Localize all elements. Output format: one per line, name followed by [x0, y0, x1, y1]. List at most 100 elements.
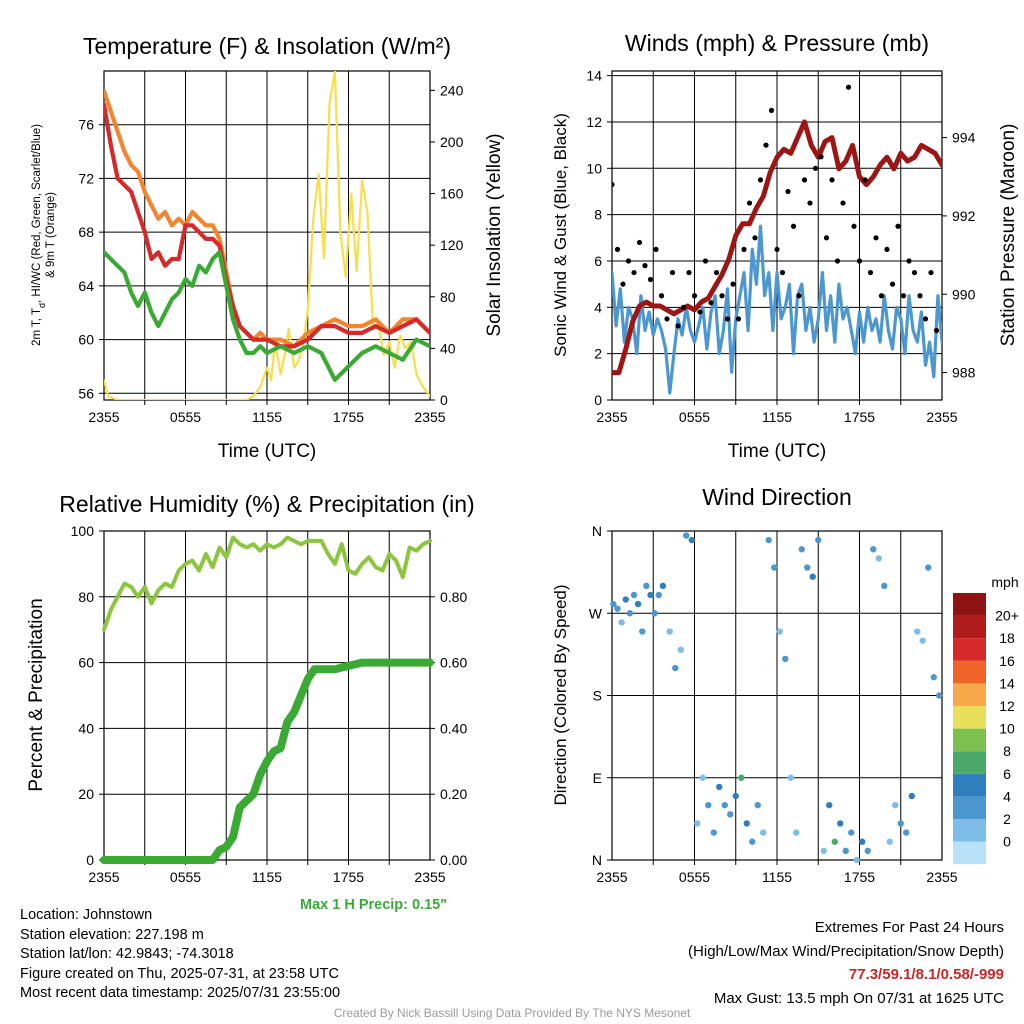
gust-point — [889, 281, 896, 287]
y-right-tick-label: 0.60 — [440, 655, 467, 671]
gust-point — [774, 246, 780, 253]
direction-point — [643, 582, 650, 590]
colorbar-label: 14 — [999, 675, 1015, 691]
direction-point — [618, 619, 625, 626]
chart-panel-1: 56 60 64 68 72 76 0 40 80 120 160 200 240 2355 0555 115… — [31, 33, 505, 462]
direction-point — [826, 801, 833, 809]
x-tick-label: 2355 — [926, 869, 957, 885]
y-tick-label: 76 — [78, 117, 94, 133]
y-tick-label: W — [589, 605, 603, 621]
gust-point — [823, 235, 830, 241]
direction-point — [919, 637, 926, 644]
station-latlon: Station lat/lon: 42.9843; -74.3018 — [20, 946, 234, 962]
series-wind — [612, 224, 942, 395]
y-right-tick-label: 120 — [440, 237, 464, 253]
series-group — [100, 535, 434, 864]
direction-point — [683, 532, 690, 539]
plot-border — [103, 530, 431, 861]
colorbar-label: 4 — [1003, 788, 1011, 804]
gust-point — [785, 188, 791, 195]
direction-point — [864, 847, 871, 855]
gust-point — [752, 235, 758, 241]
direction-point — [666, 628, 673, 635]
direction-point — [914, 628, 921, 635]
direction-point — [776, 628, 783, 635]
gust-point — [647, 276, 654, 283]
gust-point — [724, 316, 731, 322]
direction-point — [859, 838, 866, 845]
chart-title: Temperature (F) & Insolation (W/m²) — [83, 33, 451, 59]
series-rh — [102, 535, 432, 632]
direction-point — [705, 801, 712, 809]
gust-point — [664, 316, 670, 322]
figure-created: Figure created on Thu, 2025-07-31, at 23… — [20, 965, 339, 982]
gust-point — [818, 154, 824, 160]
max-gust: Max Gust: 13.5 mph On 07/31 at 1625 UTC — [713, 989, 1004, 1007]
direction-point — [892, 801, 899, 809]
series-precip — [100, 658, 434, 864]
y-tick-label: 8 — [594, 207, 602, 223]
extremes-legend: (High/Low/Max Wind/Precipitation/Snow De… — [688, 942, 1004, 960]
gust-point — [801, 177, 808, 183]
y-tick-label: 60 — [78, 332, 94, 348]
x-tick-label: 0555 — [679, 869, 710, 885]
y-tick-label: 6 — [594, 253, 602, 269]
gust-point — [895, 223, 901, 229]
direction-point — [651, 610, 658, 617]
direction-point — [677, 646, 684, 654]
colorbar-label: 16 — [999, 653, 1015, 669]
direction-point — [809, 573, 816, 580]
x-tick-label: 1155 — [252, 869, 282, 885]
direction-point — [870, 546, 877, 553]
colorbar-label: 18 — [999, 630, 1015, 646]
x-tick-label: 0555 — [170, 409, 201, 425]
gust-point — [669, 269, 676, 276]
y-tick-label: 12 — [586, 114, 602, 130]
station-info: Location: Johnstown Station elevation: 2… — [20, 906, 340, 1004]
direction-point — [837, 820, 844, 827]
x-tick-label: 2355 — [926, 409, 957, 425]
gust-point — [612, 181, 615, 188]
colorbar-segment — [953, 728, 986, 752]
direction-point — [853, 856, 860, 864]
y-tick-label: 14 — [586, 68, 602, 84]
y-right-tick-label: 992 — [952, 208, 976, 224]
direction-point — [727, 811, 734, 818]
direction-point — [647, 591, 654, 599]
direction-point — [630, 591, 638, 599]
gust-point — [631, 269, 637, 276]
y-right-tick-label: 240 — [440, 82, 464, 98]
gust-point — [735, 316, 742, 322]
y-right-tick-label: 0.00 — [440, 852, 467, 868]
direction-point — [815, 536, 822, 544]
y-axis-label-left: Direction (Colored By Speed) — [551, 584, 570, 805]
colorbar-segment — [953, 638, 986, 661]
direction-point — [831, 838, 838, 845]
gust-point — [884, 246, 890, 253]
x-tick-label: 2355 — [596, 409, 627, 425]
station-location: Location: Johnstown — [20, 907, 153, 923]
y-tick-label: N — [592, 852, 602, 868]
max-precip-label: Max 1 H Precip: 0.15" — [300, 897, 448, 913]
y-right-tick-label: 990 — [952, 286, 976, 302]
y-tick-label: E — [593, 770, 602, 786]
y-axis-label-right: Station Pressure (Maroon) — [998, 124, 1019, 347]
x-tick-label: 1755 — [333, 869, 364, 885]
y-axis-label-line2: & 9m T (Orange) — [45, 192, 57, 278]
y-right-tick-label: 200 — [440, 134, 464, 150]
gust-point — [614, 246, 621, 253]
direction-point — [793, 829, 800, 836]
gust-point — [812, 165, 819, 171]
gust-point — [713, 269, 720, 276]
colorbar-label: 6 — [1003, 766, 1011, 782]
direction-point — [743, 820, 750, 827]
gust-point — [873, 235, 879, 241]
gust-point — [933, 327, 940, 334]
y-right-tick-label: 0.40 — [440, 720, 467, 736]
direction-point — [930, 674, 937, 681]
direction-point — [760, 829, 767, 836]
y-tick-label: 64 — [78, 278, 94, 294]
gust-point — [730, 281, 736, 287]
gust-point — [796, 293, 802, 299]
gust-point — [862, 177, 868, 183]
